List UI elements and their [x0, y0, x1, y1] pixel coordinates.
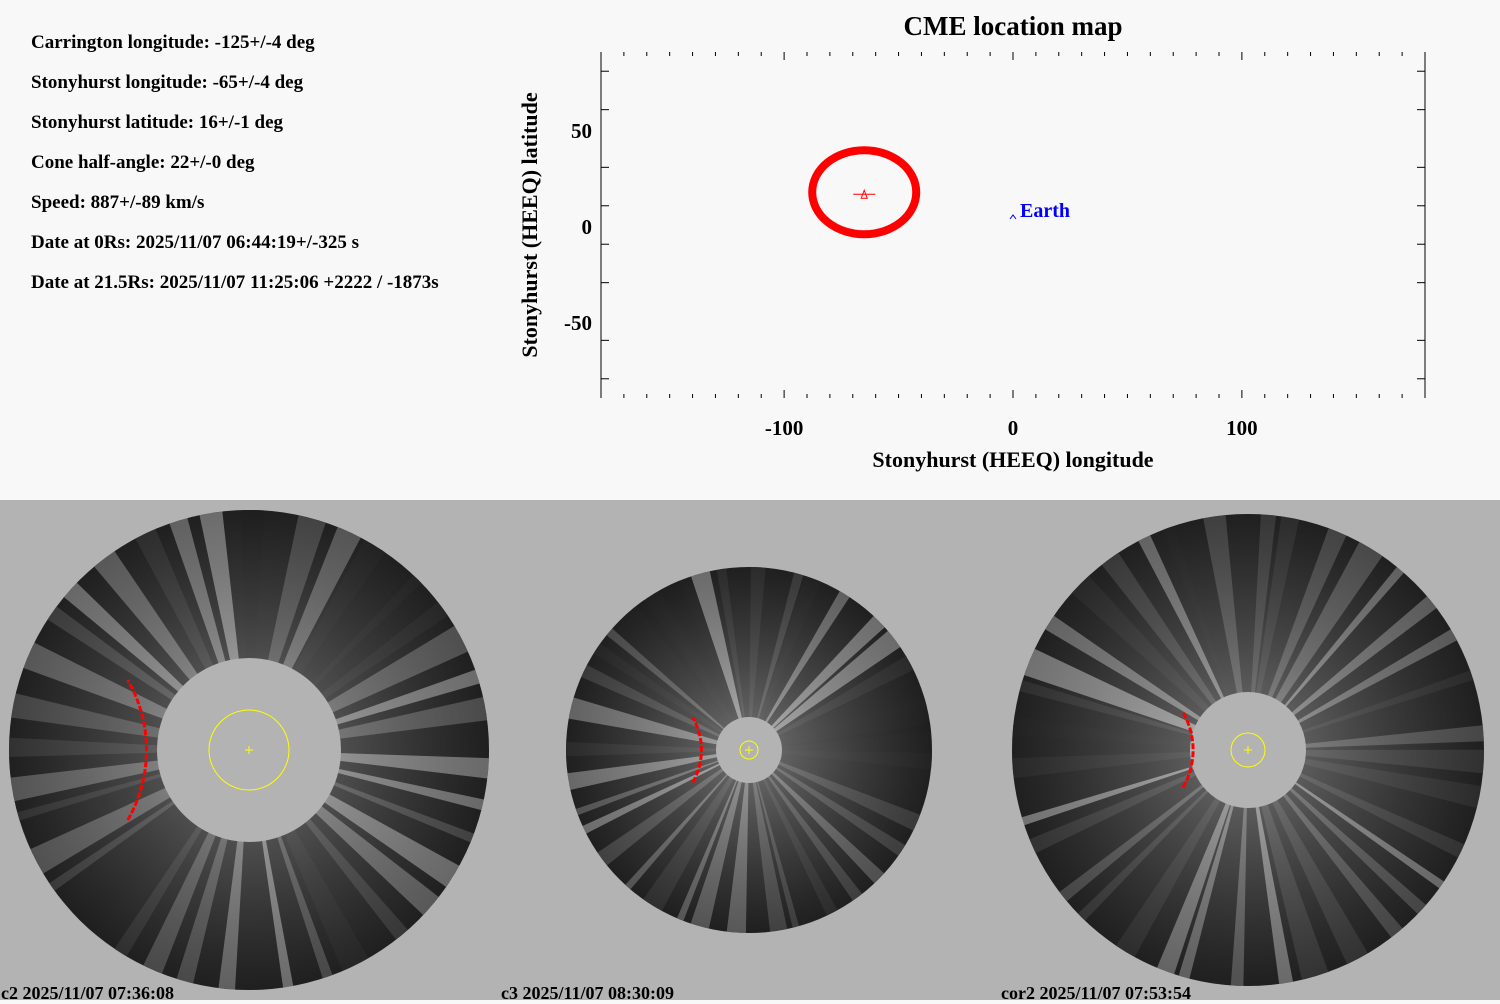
carrington-longitude: Carrington longitude: -125+/-4 deg — [31, 32, 315, 53]
panel-label-cor2: cor2 2025/11/07 07:53:54 — [1001, 983, 1191, 1003]
axes: -100 0 100 50 0 -50 — [564, 52, 1426, 440]
cme-center-marker — [860, 188, 868, 199]
y-tick-label: -50 — [564, 311, 592, 335]
date-at-0rs: Date at 0Rs: 2025/11/07 06:44:19+/-325 s — [31, 232, 359, 253]
earth-label: Earth — [1020, 200, 1070, 222]
x-tick-label: 100 — [1226, 416, 1258, 440]
sun-limb-circle — [208, 709, 290, 791]
coronagraph-panels — [0, 500, 1500, 1000]
x-tick-label: -100 — [765, 416, 804, 440]
chart-marks: Earth — [808, 146, 1070, 239]
sun-limb-circle — [739, 740, 759, 760]
sun-limb-circle — [1230, 732, 1266, 768]
x-axis-label: Stonyhurst (HEEQ) longitude — [872, 447, 1153, 472]
cone-half-angle: Cone half-angle: 22+/-0 deg — [31, 152, 255, 173]
y-axis-label: Stonyhurst (HEEQ) latitude — [517, 92, 542, 357]
chart-title: CME location map — [904, 11, 1123, 41]
stonyhurst-latitude: Stonyhurst latitude: 16+/-1 deg — [31, 112, 284, 133]
coronagraph-image-c3 — [566, 567, 932, 933]
coronagraph-images — [8, 510, 1484, 990]
sun-center-cross — [245, 746, 253, 754]
cme-cone-ellipse — [808, 146, 921, 239]
cme-front-arc — [691, 716, 703, 784]
earth-marker — [1009, 214, 1017, 220]
cme-front-arc — [126, 679, 148, 821]
coronagraph-image-cor2 — [1012, 514, 1484, 986]
cme-front-arc — [1181, 711, 1195, 789]
y-tick-label: 50 — [571, 119, 592, 143]
date-at-21-5rs: Date at 21.5Rs: 2025/11/07 11:25:06 +222… — [31, 272, 439, 293]
coronagraph-image-c2 — [8, 510, 489, 990]
stonyhurst-longitude: Stonyhurst longitude: -65+/-4 deg — [31, 72, 304, 93]
cme-location-map: CME location map -100 0 100 50 0 -50 Stonyhur… — [517, 11, 1426, 472]
sun-center-cross — [1244, 746, 1252, 754]
panel-label-c2: c2 2025/11/07 07:36:08 — [1, 983, 174, 1003]
y-tick-label: 0 — [582, 215, 593, 239]
sun-center-cross — [745, 746, 753, 754]
panel-label-c3: c3 2025/11/07 08:30:09 — [501, 983, 674, 1003]
x-tick-label: 0 — [1008, 416, 1019, 440]
speed: Speed: 887+/-89 km/s — [31, 192, 205, 213]
